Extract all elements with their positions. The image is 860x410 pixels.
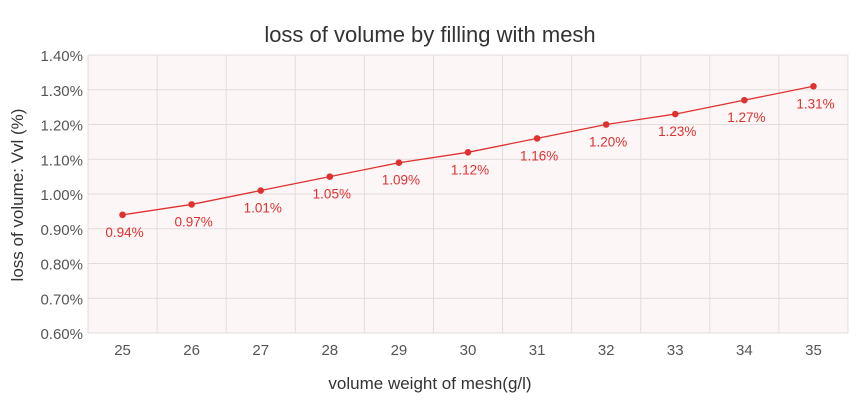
data-point [326, 173, 334, 180]
y-tick-label: 1.40% [40, 48, 83, 65]
x-tick-label: 35 [805, 342, 822, 359]
data-label: 1.23% [658, 124, 696, 139]
data-point [741, 96, 748, 104]
data-point [602, 121, 610, 128]
x-tick-label: 28 [321, 342, 338, 359]
x-tick-label: 32 [598, 342, 615, 359]
x-tick-label: 26 [183, 342, 200, 359]
y-tick-label: 1.20% [40, 118, 83, 135]
data-label: 0.94% [105, 225, 143, 240]
x-axis: 25 26 27 28 29 30 31 32 33 34 35 [114, 342, 822, 359]
data-point [533, 135, 541, 142]
chart-title: loss of volume by filling with mesh [264, 22, 595, 47]
data-label: 1.01% [244, 201, 282, 216]
data-point [464, 149, 472, 156]
data-label: 1.12% [451, 162, 489, 177]
x-tick-label: 31 [529, 342, 546, 359]
y-tick-label: 1.00% [40, 187, 83, 204]
data-label: 0.97% [174, 214, 212, 229]
x-axis-label: volume weight of mesh(g/l) [328, 374, 531, 393]
y-tick-label: 0.60% [40, 326, 83, 343]
x-tick-label: 33 [667, 342, 684, 359]
y-axis: 0.60% 0.70% 0.80% 0.90% 1.00% 1.10% 1.20% 1.30%… [40, 48, 83, 343]
data-point [119, 211, 126, 219]
x-tick-label: 29 [391, 342, 408, 359]
grid [87, 54, 849, 334]
x-tick-label: 30 [460, 342, 477, 359]
series-loss-of-volume: 0.94% 0.97% 1.01% 1.05% 1.09% 1.12% 1.16% 1.20%… [105, 82, 835, 240]
y-tick-label: 1.10% [40, 152, 83, 169]
y-tick-label: 0.80% [40, 257, 83, 274]
y-axis-label: loss of volume: Vvl (%) [8, 109, 27, 282]
x-tick-label: 27 [252, 342, 269, 359]
data-label: 1.05% [313, 187, 351, 202]
data-point [671, 110, 679, 118]
data-point [810, 82, 817, 90]
data-label: 1.09% [382, 173, 420, 188]
data-label: 1.27% [727, 110, 765, 125]
x-tick-label: 34 [736, 342, 753, 359]
y-tick-label: 0.90% [40, 222, 83, 239]
data-point [395, 159, 403, 167]
data-label: 1.20% [589, 135, 627, 150]
data-label: 1.31% [796, 96, 834, 111]
x-tick-label: 25 [114, 342, 131, 359]
data-point [188, 201, 195, 208]
y-tick-label: 0.70% [40, 291, 83, 308]
data-label: 1.16% [520, 148, 558, 163]
y-tick-label: 1.30% [40, 83, 83, 100]
data-point [257, 187, 265, 194]
